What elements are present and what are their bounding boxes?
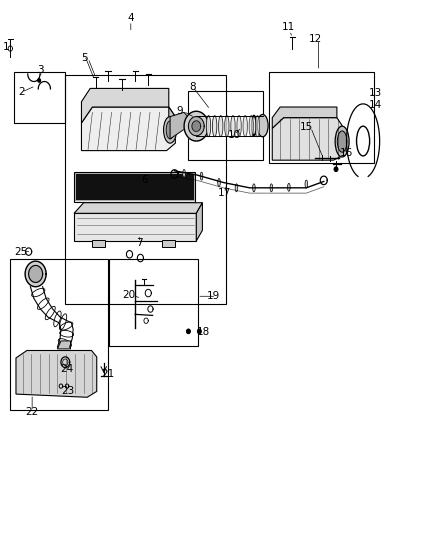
Text: 13: 13 — [369, 88, 382, 98]
Text: 3: 3 — [38, 65, 44, 75]
Text: 12: 12 — [309, 34, 322, 44]
Bar — [269, 72, 374, 163]
Polygon shape — [25, 261, 46, 287]
Polygon shape — [272, 107, 337, 128]
Bar — [187, 91, 263, 160]
Polygon shape — [272, 118, 342, 160]
Polygon shape — [192, 121, 201, 132]
Ellipse shape — [255, 116, 260, 137]
Text: 9: 9 — [177, 106, 183, 116]
Text: 1: 1 — [3, 43, 9, 52]
Ellipse shape — [200, 172, 203, 180]
Ellipse shape — [288, 183, 290, 191]
Text: 10: 10 — [228, 130, 241, 140]
Ellipse shape — [253, 184, 255, 192]
Polygon shape — [169, 107, 175, 136]
Bar — [76, 174, 194, 199]
Polygon shape — [196, 203, 202, 241]
Ellipse shape — [270, 184, 273, 192]
Polygon shape — [198, 329, 201, 334]
Ellipse shape — [249, 116, 254, 137]
Ellipse shape — [243, 116, 247, 137]
Ellipse shape — [206, 116, 211, 137]
Bar — [65, 75, 226, 304]
Text: 20: 20 — [123, 290, 136, 300]
Text: 22: 22 — [25, 407, 39, 417]
Text: 17: 17 — [218, 188, 231, 198]
Text: 19: 19 — [207, 291, 220, 301]
Text: 11: 11 — [281, 22, 295, 33]
Ellipse shape — [231, 116, 235, 137]
Polygon shape — [334, 167, 338, 171]
Ellipse shape — [305, 180, 307, 188]
Polygon shape — [38, 79, 40, 82]
Ellipse shape — [235, 184, 238, 192]
Bar — [75, 173, 194, 200]
Text: 14: 14 — [369, 100, 382, 110]
Text: 8: 8 — [190, 82, 196, 92]
Bar — [109, 259, 198, 346]
Polygon shape — [170, 112, 191, 139]
Ellipse shape — [218, 179, 220, 187]
Ellipse shape — [212, 116, 217, 137]
Text: 4: 4 — [127, 13, 134, 23]
Text: 18: 18 — [197, 327, 210, 337]
Ellipse shape — [219, 116, 223, 137]
Ellipse shape — [225, 116, 229, 137]
Text: 16: 16 — [340, 148, 353, 158]
Ellipse shape — [257, 115, 268, 137]
Polygon shape — [188, 117, 204, 136]
Ellipse shape — [166, 121, 174, 139]
Text: 6: 6 — [141, 175, 148, 185]
Polygon shape — [16, 351, 97, 397]
Polygon shape — [74, 203, 202, 213]
Ellipse shape — [237, 116, 241, 137]
Text: 21: 21 — [102, 369, 115, 379]
Bar — [162, 240, 175, 247]
Polygon shape — [28, 265, 42, 282]
Text: 25: 25 — [14, 247, 28, 256]
Text: 15: 15 — [300, 122, 313, 132]
Bar — [92, 240, 106, 247]
Ellipse shape — [183, 169, 185, 177]
Bar — [14, 72, 65, 123]
Text: 2: 2 — [18, 87, 25, 97]
Ellipse shape — [163, 117, 177, 143]
Text: 7: 7 — [136, 238, 143, 247]
Polygon shape — [74, 213, 196, 241]
Ellipse shape — [335, 126, 349, 157]
Bar — [11, 259, 108, 410]
Polygon shape — [81, 107, 175, 151]
Text: 23: 23 — [61, 386, 74, 396]
Polygon shape — [57, 341, 71, 349]
Text: 24: 24 — [60, 364, 74, 374]
Ellipse shape — [337, 131, 347, 152]
Polygon shape — [187, 329, 190, 334]
Bar — [74, 172, 195, 201]
Text: 5: 5 — [81, 53, 88, 63]
Bar — [76, 174, 194, 199]
Polygon shape — [81, 88, 169, 123]
Polygon shape — [184, 111, 208, 141]
